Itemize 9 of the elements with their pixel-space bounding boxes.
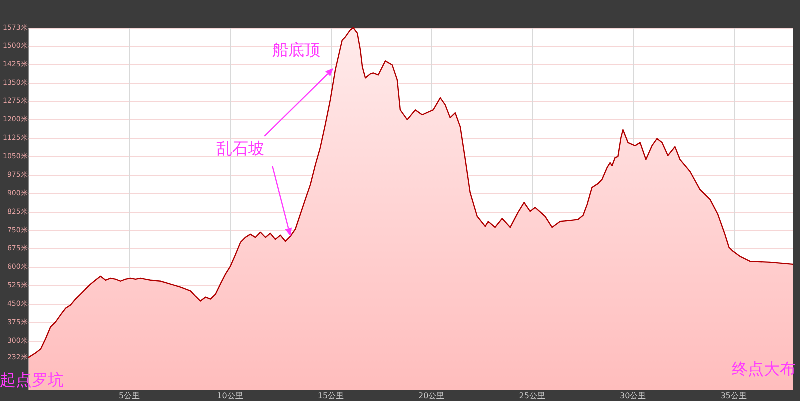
- x-tick-label: 15公里: [318, 392, 344, 400]
- annotation: 乱石坡: [216, 138, 265, 158]
- x-tick-label: 20公里: [418, 392, 445, 400]
- x-tick-label: 30公里: [620, 392, 646, 400]
- x-tick-label: 5公里: [118, 392, 140, 400]
- x-tick-label: 35公里: [720, 392, 747, 400]
- annotation: 船底顶: [272, 40, 321, 60]
- x-tick-label: 10公里: [217, 392, 244, 400]
- x-tick-label: 25公里: [519, 392, 546, 400]
